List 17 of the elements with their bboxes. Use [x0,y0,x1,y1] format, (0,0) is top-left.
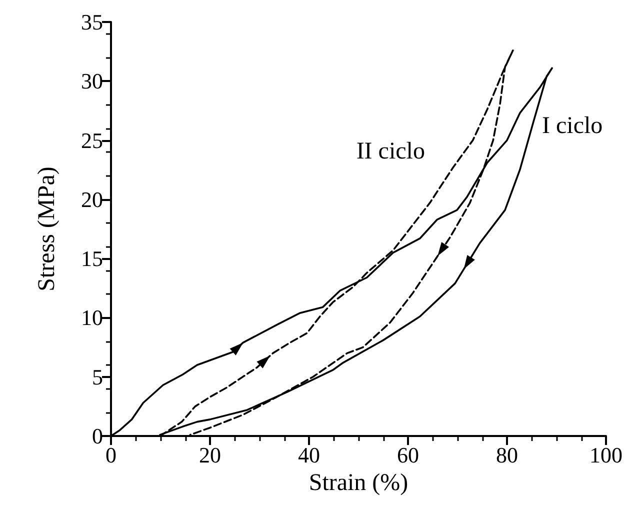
y-tick-label: 5 [92,364,103,390]
y-axis-title: Stress (MPa) [34,166,60,292]
x-tick-label: 40 [298,442,320,468]
x-tick-label: 60 [397,442,419,468]
x-tick-label: 80 [496,442,518,468]
y-tick-label: 30 [81,68,103,94]
y-tick-label: 0 [92,424,103,448]
x-tick-label: 100 [590,442,622,468]
y-tick-label: 10 [81,305,103,330]
y-tick-label: 25 [81,128,103,153]
x-tick-label: 20 [199,442,221,468]
y-tick-label: 35 [81,10,103,34]
series-label: II ciclo [356,138,425,164]
y-tick-label: 20 [81,186,103,212]
x-axis-title: Strain (%) [308,470,408,496]
series-label: I ciclo [542,113,603,140]
y-tick-label: 15 [81,246,103,272]
